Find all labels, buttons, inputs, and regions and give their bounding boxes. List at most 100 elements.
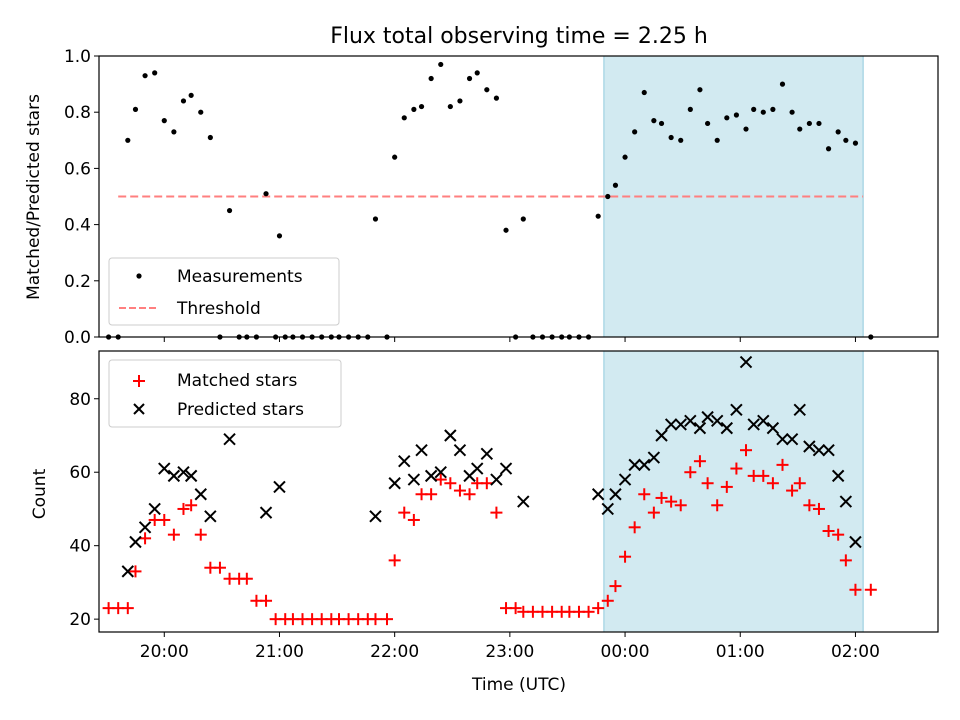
predicted-star-point: [674, 418, 687, 431]
predicted-star-point: [609, 488, 622, 501]
predicted-star-point: [766, 421, 780, 435]
measurement-point: [789, 109, 795, 115]
matched-star-point: [121, 602, 134, 615]
matched-star-point: [240, 572, 253, 585]
predicted-star-point: [121, 565, 135, 578]
measurement-point: [447, 103, 453, 110]
predicted-star-point: [812, 443, 826, 457]
y-tick-label: 0.8: [64, 103, 91, 123]
predicted-star-point: [369, 510, 382, 523]
predicted-star-point: [138, 521, 152, 534]
predicted-star-point: [601, 502, 614, 516]
predicted-star-point: [517, 495, 530, 508]
matched-star-point: [720, 480, 733, 493]
legend-measurements-marker: [136, 273, 142, 279]
matched-star-point: [129, 565, 142, 578]
measurement-point: [651, 118, 657, 124]
measurement-point: [152, 70, 158, 76]
measurement-point: [161, 118, 167, 124]
ratio-legend-box: [108, 257, 340, 326]
measurement-point: [760, 109, 766, 115]
count-y-axis-label: Count: [30, 468, 50, 519]
predicted-star-point: [490, 473, 503, 486]
x-tick-label: 23:00: [485, 642, 534, 662]
predicted-star-point: [655, 429, 668, 442]
predicted-star-point: [849, 535, 862, 549]
measurement-point: [714, 137, 720, 143]
measurement-point: [797, 126, 803, 132]
predicted-star-point: [407, 473, 421, 486]
y-tick-label: 0.4: [64, 216, 91, 236]
matched-star-point: [167, 528, 180, 541]
measurement-point: [411, 106, 417, 112]
measurement-point: [171, 129, 177, 135]
matched-star-point: [480, 477, 493, 490]
matched-star-point: [832, 528, 845, 541]
predicted-star-point: [415, 443, 428, 457]
matched-star-point: [388, 554, 401, 567]
measurement-point: [276, 233, 283, 239]
matched-star-point: [711, 499, 724, 512]
matched-star-point: [177, 502, 190, 515]
matched-star-point: [693, 455, 706, 468]
matched-star-point: [619, 550, 632, 563]
x-tick-label: 21:00: [255, 642, 304, 662]
measurement-point: [697, 87, 703, 93]
x-axis-label: Time (UTC): [471, 675, 566, 695]
chart-title: Flux total observing time = 2.25 h: [330, 24, 708, 49]
measurement-point: [226, 207, 233, 214]
predicted-star-point: [204, 510, 217, 523]
predicted-star-point: [785, 432, 799, 446]
measurement-point: [668, 134, 674, 141]
y-tick-label: 60: [69, 463, 91, 483]
x-tick-label: 22:00: [370, 642, 419, 662]
measurement-point: [595, 213, 601, 219]
predicted-star-point: [194, 488, 207, 501]
measurement-point: [484, 87, 490, 93]
measurement-point: [612, 182, 619, 188]
matched-star-point: [776, 458, 789, 471]
x-tick-label: 20:00: [140, 642, 189, 662]
matched-star-point: [260, 594, 273, 607]
measurement-point: [132, 106, 139, 112]
predicted-star-point: [398, 454, 411, 468]
matched-star-point: [434, 473, 447, 486]
predicted-star-point: [177, 466, 190, 479]
predicted-star-point: [167, 469, 181, 483]
matched-star-point: [674, 499, 687, 512]
measurement-points: [105, 61, 874, 340]
predicted-star-point: [223, 432, 236, 446]
legend-matched-label: Matched stars: [177, 371, 297, 391]
measurement-point: [198, 109, 204, 115]
count-x-axis-ticks: 20:00 21:00 22:00 23:00 00:00 01:00 02:00: [140, 632, 880, 662]
measurement-point: [678, 137, 684, 143]
measurement-point: [843, 137, 849, 143]
predicted-star-point: [453, 443, 467, 457]
ratio-plot-frame: [98, 55, 939, 338]
measurement-point: [687, 106, 693, 112]
measurement-point: [474, 70, 480, 76]
x-tick-label: 00:00: [601, 642, 650, 662]
measurement-point: [852, 140, 859, 146]
predicted-star-point: [129, 535, 142, 549]
predicted-star-point: [739, 355, 753, 369]
x-tick-label: 02:00: [831, 642, 880, 662]
predicted-star-point: [803, 440, 816, 453]
matched-star-point: [766, 477, 779, 490]
matched-star-point: [582, 605, 595, 618]
predicted-star-point: [831, 469, 845, 483]
matched-star-point: [740, 444, 753, 457]
y-tick-label: 0.2: [64, 272, 91, 292]
predicted-star-point: [730, 403, 743, 416]
predicted-star-point: [259, 506, 273, 519]
shaded-region: [603, 351, 864, 632]
matched-star-point: [647, 506, 660, 519]
predicted-star-point: [434, 466, 447, 479]
count-y-axis-ticks: 20 40 60 80: [69, 390, 99, 630]
measurement-point: [180, 98, 187, 104]
measurement-point: [503, 227, 509, 233]
matched-star-point: [803, 499, 816, 512]
matched-star-point: [425, 488, 438, 501]
matched-star-point: [592, 602, 605, 615]
